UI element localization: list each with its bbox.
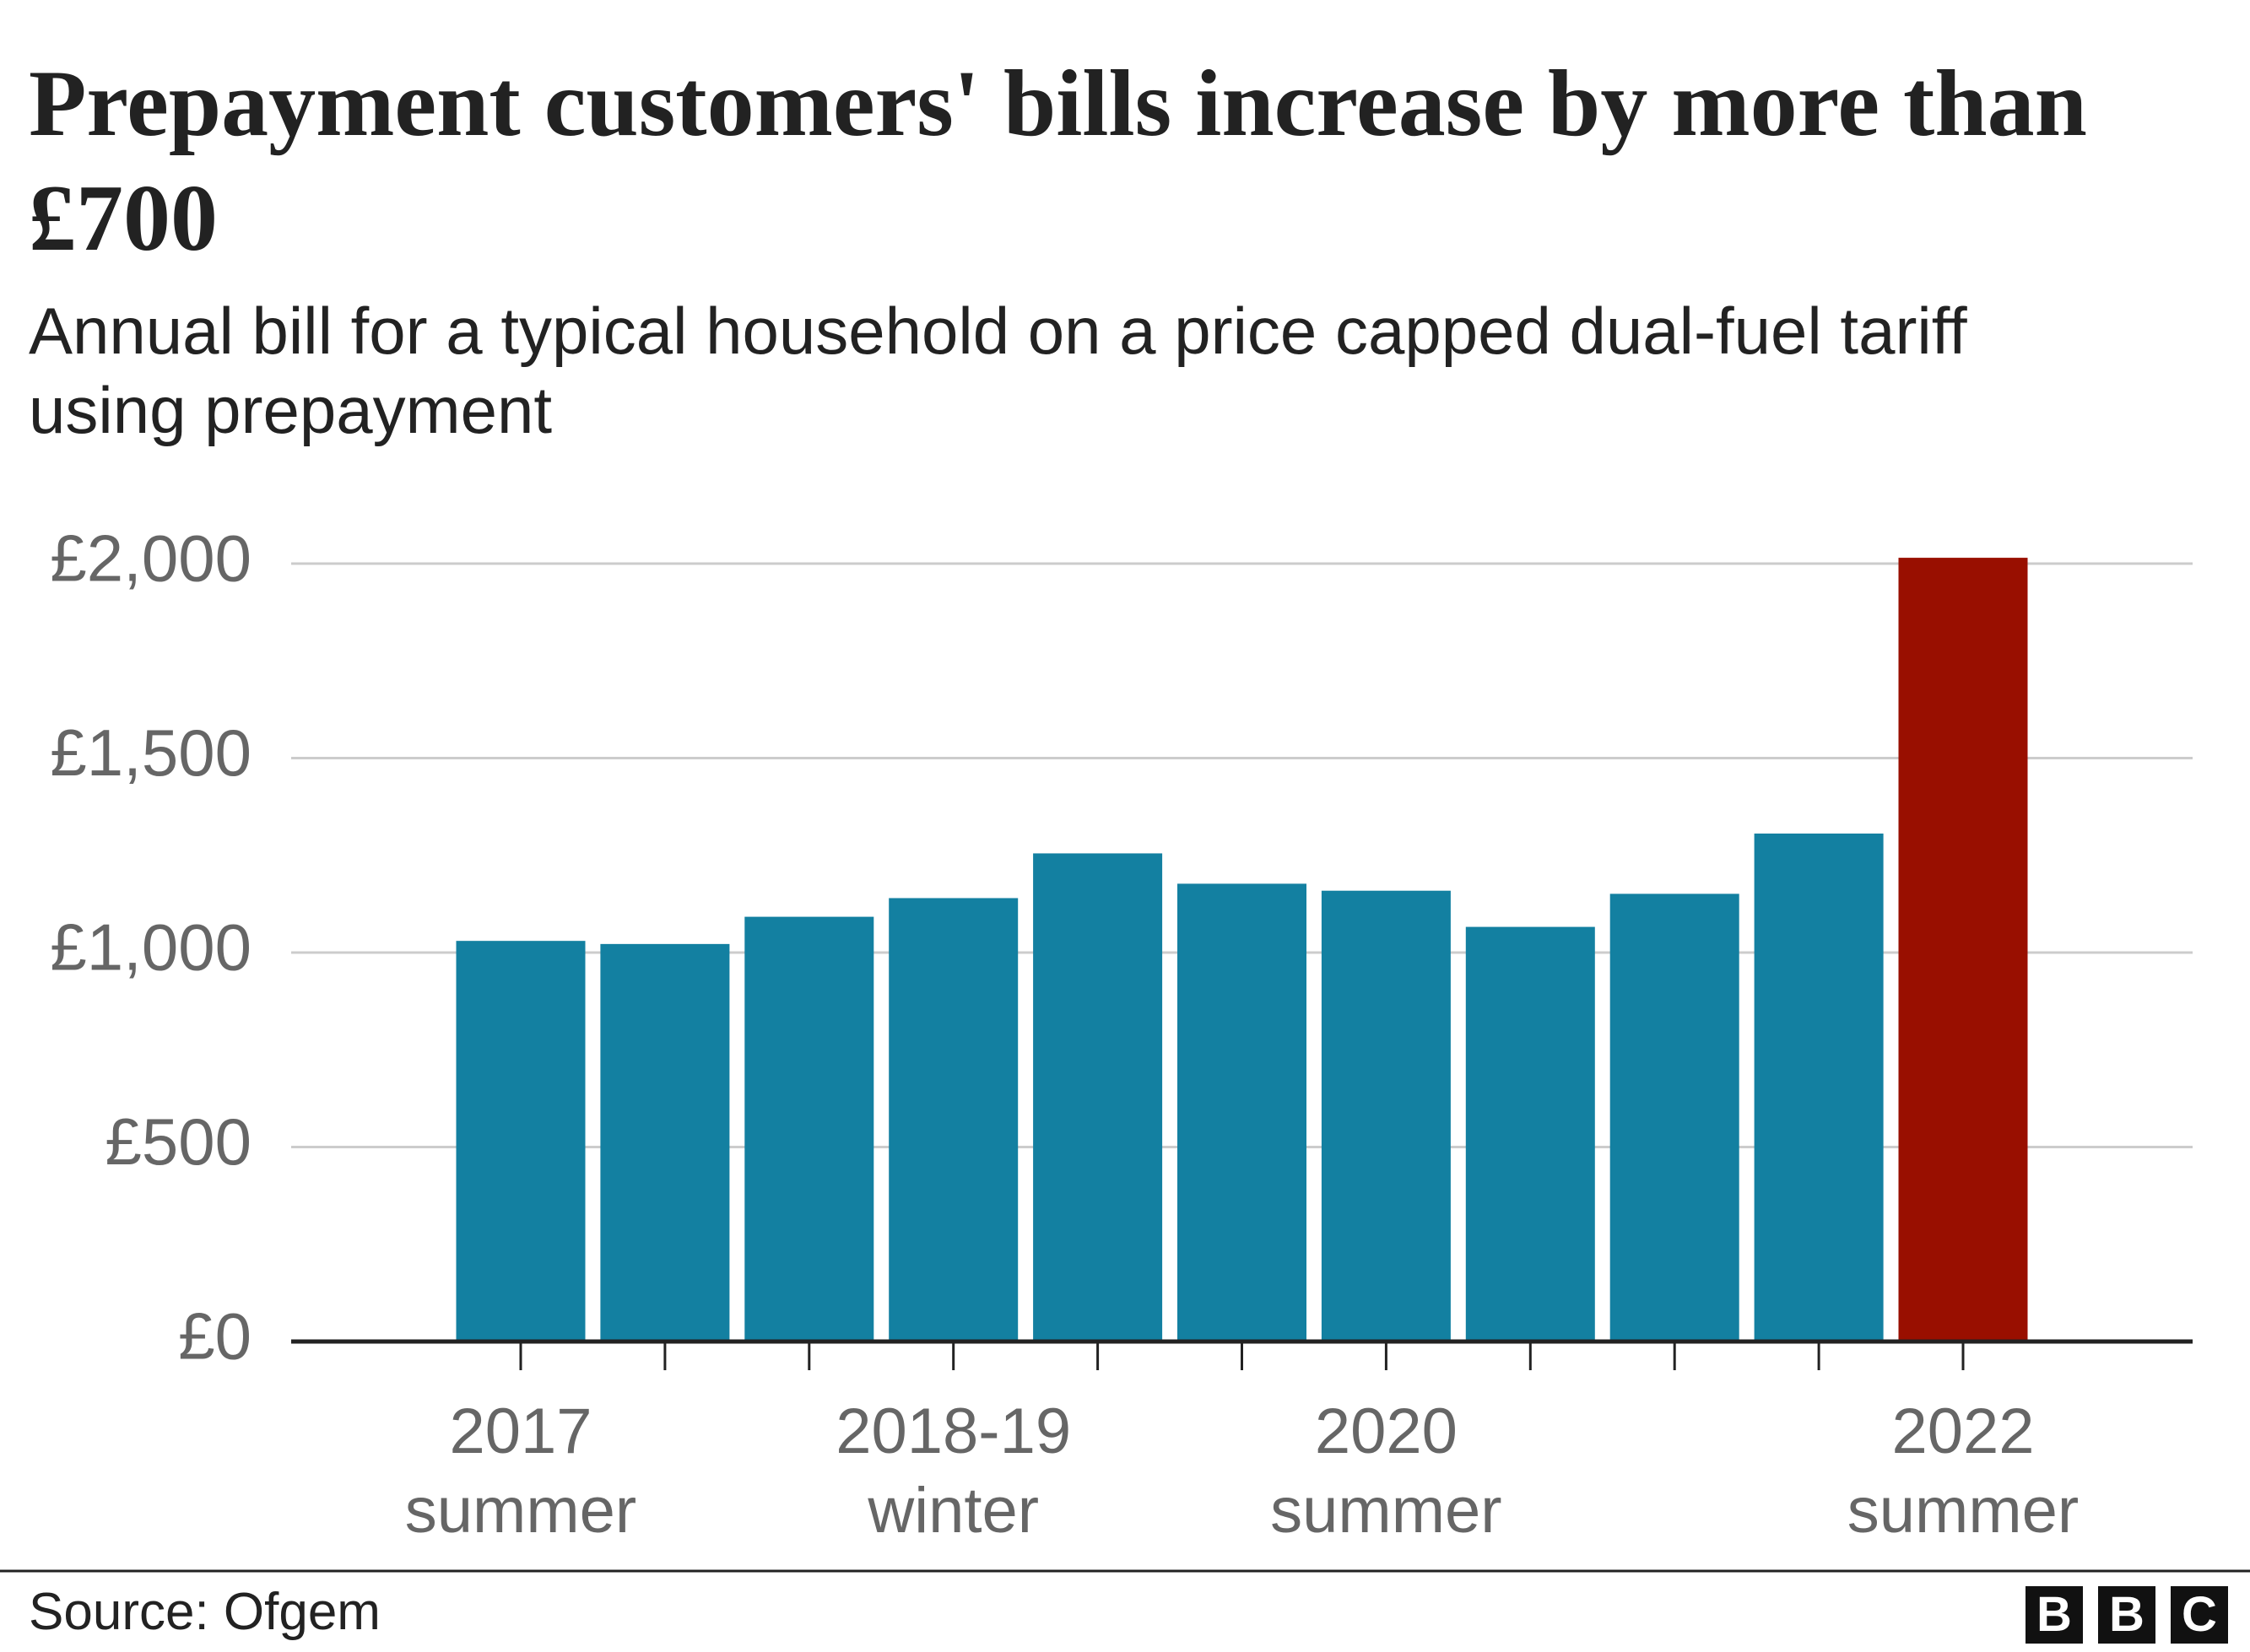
- y-tick-label: £500: [105, 1104, 252, 1179]
- bar: [889, 898, 1019, 1342]
- x-tick-label: 2017 summer: [404, 1396, 637, 1547]
- y-tick-label: £0: [178, 1299, 252, 1374]
- bar: [1898, 558, 2028, 1342]
- bar: [600, 943, 730, 1342]
- x-tick-label: 2020 summer: [1270, 1396, 1502, 1547]
- source: Source: Ofgem: [29, 1583, 381, 1641]
- bar: [1754, 833, 1884, 1342]
- x-tick-label: 2022 summer: [1847, 1396, 2080, 1547]
- bar: [1465, 926, 1595, 1342]
- y-tick-label: £1,000: [50, 910, 252, 985]
- logo-letter: C: [2171, 1586, 2228, 1644]
- y-tick-label: £1,500: [50, 715, 252, 790]
- x-tick-label: 2018-19 winter: [836, 1396, 1072, 1547]
- bar: [744, 916, 874, 1342]
- logo-letter: B: [2098, 1586, 2155, 1644]
- bar: [1609, 893, 1739, 1342]
- y-tick-label: £2,000: [50, 521, 252, 596]
- bar: [456, 941, 586, 1342]
- logo-letter: B: [2026, 1586, 2083, 1644]
- bar: [1321, 890, 1451, 1342]
- bar: [1177, 883, 1306, 1342]
- bar: [1033, 853, 1163, 1342]
- chart-title: Prepayment customers' bills increase by …: [29, 51, 2087, 271]
- chart-subtitle: Annual bill for a typical household on a…: [29, 294, 1967, 447]
